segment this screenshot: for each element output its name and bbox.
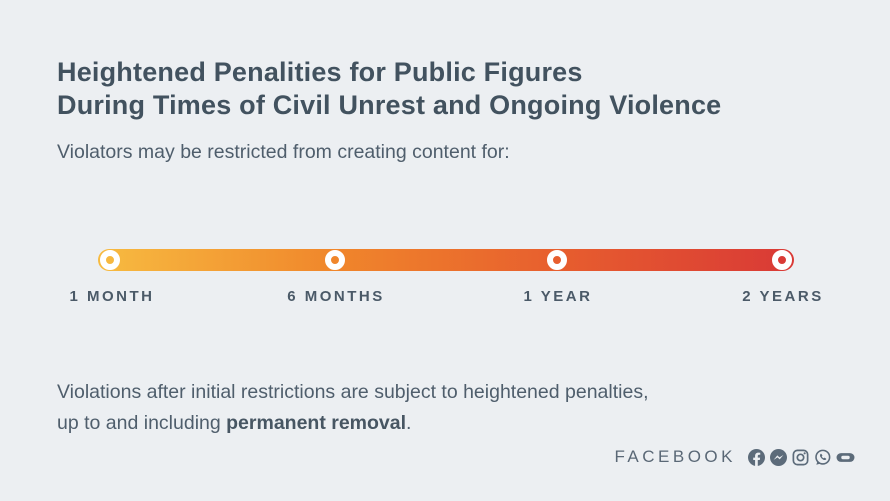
page-title-line1: Heightened Penalities for Public Figures xyxy=(57,57,583,87)
instagram-icon xyxy=(792,449,809,465)
timeline-label-1-year: 1 YEAR xyxy=(523,288,593,305)
timeline-label-2-years: 2 YEARS xyxy=(742,288,824,305)
footer-branding: FACEBOOK xyxy=(614,447,855,467)
timeline-gradient-bar xyxy=(98,249,794,271)
timeline-label-6-months: 6 MONTHS xyxy=(287,288,385,305)
page-title-line2: During Times of Civil Unrest and Ongoing… xyxy=(57,90,722,120)
penalty-timeline: 1 MONTH 6 MONTHS 1 YEAR 2 YEARS xyxy=(70,249,821,305)
timeline-marker-6-months xyxy=(325,250,345,270)
messenger-icon xyxy=(770,448,787,466)
subtitle: Violators may be restricted from creatin… xyxy=(57,141,510,163)
footer-icons xyxy=(748,448,855,466)
timeline-marker-1-year xyxy=(547,250,567,270)
oculus-icon xyxy=(836,452,855,462)
footnote-line1: Violations after initial restrictions ar… xyxy=(57,381,649,403)
timeline-label-1-month: 1 MONTH xyxy=(69,288,155,305)
footnote-bold-text: permanent removal xyxy=(226,412,407,434)
facebook-icon xyxy=(748,448,765,466)
footnote-line2: up to and including permanent removal. xyxy=(57,412,412,434)
page-title: Heightened Penalities for Public Figures… xyxy=(57,56,721,122)
timeline-marker-2-years xyxy=(772,250,792,270)
footnote: Violations after initial restrictions ar… xyxy=(57,377,648,439)
timeline-marker-1-month xyxy=(100,250,120,270)
facebook-wordmark: FACEBOOK xyxy=(614,447,736,466)
whatsapp-icon xyxy=(815,449,831,465)
